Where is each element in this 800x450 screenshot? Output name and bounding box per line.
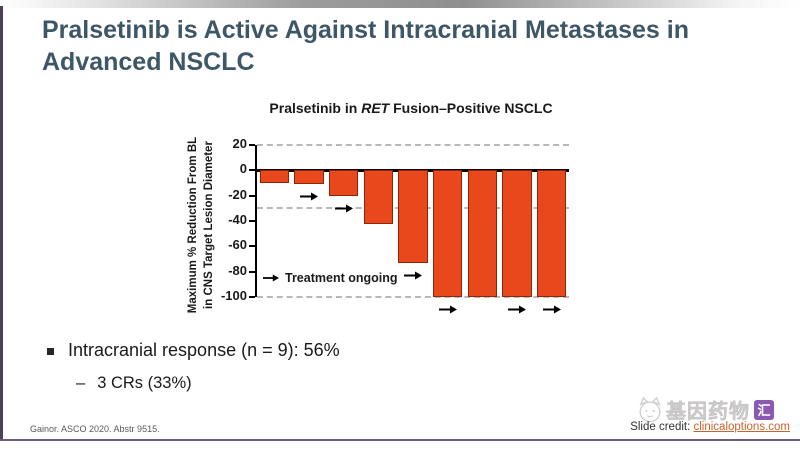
sub-bullet-crs: – 3 CRs (33%)	[76, 374, 192, 393]
treatment-ongoing-arrow-icon	[263, 274, 279, 282]
y-axis-tick-mark	[249, 194, 255, 197]
waterfall-bar	[502, 170, 532, 297]
waterfall-bar	[259, 170, 290, 183]
bullet-square-icon	[47, 348, 54, 355]
left-edge-accent	[0, 6, 3, 440]
plot-area: Treatment ongoing 20 0 -20 -40 -60 -80 -100	[221, 136, 569, 314]
y-axis-tick-label: -80	[228, 262, 247, 278]
legend: Treatment ongoing	[263, 271, 398, 285]
y-axis-tick-mark	[249, 169, 255, 172]
gridline-dashed	[257, 144, 569, 146]
waterfall-chart: Pralsetinib in RET Fusion–Positive NSCLC…	[185, 98, 585, 330]
waterfall-bar	[328, 170, 359, 196]
sub-bullet-dash: –	[76, 374, 86, 392]
treatment-ongoing-arrow-icon	[438, 301, 457, 314]
bullet-text: Intracranial response (n = 9): 56%	[68, 340, 340, 360]
waterfall-bar	[432, 170, 463, 297]
treatment-ongoing-arrow-icon	[508, 301, 526, 314]
bullet-intracranial-response: Intracranial response (n = 9): 56%	[47, 340, 340, 361]
y-axis-tick-mark	[249, 144, 255, 146]
chart-title-prefix: Pralsetinib in	[269, 100, 362, 116]
waterfall-bar	[467, 170, 498, 297]
waterfall-bar	[536, 170, 567, 297]
y-axis-tick-label: -40	[228, 212, 247, 227]
chart-title-suffix: Fusion–Positive NSCLC	[389, 100, 553, 116]
treatment-ongoing-arrow-icon	[542, 301, 561, 314]
treatment-ongoing-arrow-icon	[334, 200, 353, 213]
waterfall-bar	[398, 170, 428, 263]
chart-title-gene: RET	[361, 100, 390, 116]
y-axis-tick-label: 0	[239, 161, 247, 177]
slide-credit-label: Slide credit:	[630, 421, 694, 433]
waterfall-bar	[294, 170, 324, 185]
citation: Gainor. ASCO 2020. Abstr 9515.	[30, 424, 160, 434]
slide-credit: Slide credit: clinicaloptions.com	[630, 421, 790, 433]
watermark: 基因药物 汇	[636, 395, 774, 424]
watermark-badge: 汇	[754, 399, 774, 420]
bottom-accent-line	[0, 439, 800, 441]
chart-title: Pralsetinib in RET Fusion–Positive NSCLC	[255, 100, 567, 116]
legend-label: Treatment ongoing	[285, 271, 398, 285]
y-axis-tick-mark	[249, 270, 255, 273]
gridline-dashed	[257, 296, 569, 298]
y-axis-tick-label: -100	[220, 288, 247, 303]
top-gradient-band	[0, 0, 800, 8]
clinicaloptions-link[interactable]: clinicaloptions.com	[693, 421, 790, 433]
watermark-text: 基因药物	[666, 401, 750, 424]
y-axis-tick-label: 20	[232, 136, 247, 151]
y-axis-tick-label: -60	[228, 237, 247, 253]
sub-bullet-text: 3 CRs (33%)	[97, 374, 192, 392]
page-title: Pralsetinib is Active Against Intracrani…	[42, 16, 689, 76]
y-axis-tick-mark	[249, 296, 255, 298]
mascot-face-icon	[639, 396, 661, 422]
y-axis-tick-mark	[249, 245, 255, 248]
y-axis-tick-mark	[249, 220, 255, 222]
treatment-ongoing-arrow-icon	[300, 188, 318, 201]
treatment-ongoing-arrow-icon	[404, 267, 422, 280]
y-axis-label-line1: Maximum % Reduction From BL	[187, 136, 199, 314]
waterfall-bar	[363, 170, 394, 224]
y-axis-tick-label: -20	[228, 186, 247, 202]
